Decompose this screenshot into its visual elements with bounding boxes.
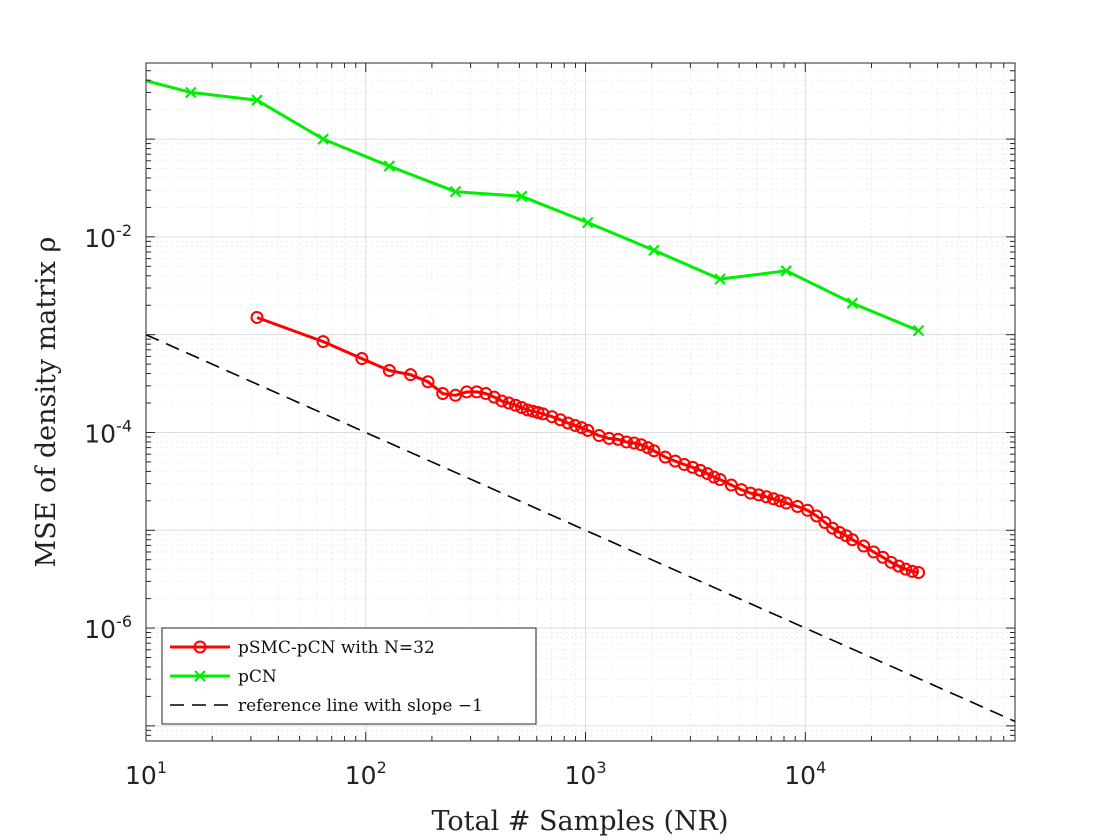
legend-label: reference line with slope −1 bbox=[238, 696, 483, 716]
legend-marker bbox=[193, 640, 207, 654]
data-point-circle bbox=[515, 401, 529, 415]
data-point-x bbox=[449, 185, 462, 198]
data-point-circle bbox=[905, 564, 919, 578]
data-point-circle bbox=[857, 539, 871, 553]
data-point-circle bbox=[759, 490, 773, 504]
data-point-circle bbox=[470, 385, 484, 399]
data-point-circle bbox=[884, 555, 898, 569]
data-point-circle bbox=[487, 390, 501, 404]
series-layer bbox=[146, 79, 1015, 723]
data-point-circle bbox=[801, 503, 815, 517]
data-point-circle bbox=[779, 496, 793, 510]
y-tick-label: 10-6 bbox=[84, 612, 132, 644]
data-point-x bbox=[582, 216, 594, 229]
data-point-x bbox=[317, 133, 329, 145]
x-tick-label: 102 bbox=[345, 758, 387, 790]
data-point-x bbox=[383, 160, 396, 172]
data-point-circle bbox=[575, 421, 589, 435]
data-point-circle bbox=[641, 441, 655, 455]
series-line bbox=[146, 333, 1015, 723]
data-point-circle bbox=[713, 473, 727, 487]
legend: pSMC-pCN with N=32 pCN reference line with… bbox=[161, 627, 537, 725]
data-point-circle bbox=[833, 525, 847, 539]
data-point-x bbox=[251, 94, 263, 106]
data-point-x bbox=[912, 324, 925, 337]
data-point-circle bbox=[436, 387, 450, 401]
data-point-circle bbox=[568, 418, 582, 432]
data-point-circle bbox=[767, 492, 781, 506]
data-point-circle bbox=[545, 410, 559, 424]
data-point-circle bbox=[495, 394, 509, 408]
plot-frame bbox=[145, 62, 1016, 742]
data-point-circle bbox=[553, 413, 567, 427]
data-point-circle bbox=[693, 463, 707, 477]
data-point-x bbox=[185, 86, 197, 99]
data-point-x bbox=[714, 273, 726, 285]
axis-ticks: 101 102 103 104 10-6 10-4 10-2 bbox=[84, 63, 1016, 790]
data-point-circle bbox=[810, 509, 824, 523]
data-point-circle bbox=[382, 364, 396, 378]
data-point-circle bbox=[627, 436, 641, 450]
data-point-x bbox=[846, 297, 859, 309]
data-point-circle bbox=[404, 368, 418, 382]
x-tick-label: 104 bbox=[784, 758, 826, 790]
data-point-circle bbox=[602, 431, 616, 445]
data-point-circle bbox=[316, 335, 330, 349]
data-point-circle bbox=[250, 310, 264, 324]
y-tick-label: 10-4 bbox=[84, 416, 132, 448]
series-group bbox=[250, 310, 926, 579]
data-point-circle bbox=[611, 432, 625, 446]
y-tick-label: 10-2 bbox=[84, 221, 132, 253]
data-point-circle bbox=[752, 488, 766, 502]
data-point-circle bbox=[686, 460, 700, 474]
data-point-circle bbox=[912, 565, 926, 579]
data-point-circle bbox=[773, 494, 787, 508]
data-point-circle bbox=[647, 444, 661, 458]
data-point-circle bbox=[355, 352, 369, 366]
series-line bbox=[256, 316, 919, 574]
data-point-circle bbox=[619, 435, 633, 449]
data-point-circle bbox=[502, 396, 516, 410]
data-point-circle bbox=[899, 562, 913, 576]
legend-marker bbox=[194, 670, 206, 682]
data-point-circle bbox=[724, 478, 738, 492]
legend-label: pSMC-pCN with N=32 bbox=[238, 638, 435, 658]
series-group bbox=[146, 79, 925, 337]
data-point-x bbox=[648, 244, 660, 257]
data-point-circle bbox=[743, 486, 757, 500]
data-point-circle bbox=[634, 438, 648, 452]
data-point-circle bbox=[421, 375, 435, 389]
x-axis-title: Total # Samples (NR) bbox=[431, 806, 728, 837]
data-point-circle bbox=[448, 388, 462, 402]
x-tick-label: 103 bbox=[565, 758, 607, 790]
data-point-x bbox=[515, 190, 528, 203]
data-point-circle bbox=[700, 467, 714, 481]
data-point-circle bbox=[845, 533, 859, 547]
data-point-circle bbox=[892, 559, 906, 573]
x-tick-label: 101 bbox=[125, 758, 167, 790]
y-axis-title: MSE of density matrix ρ bbox=[31, 237, 62, 568]
series-group bbox=[146, 333, 1015, 723]
data-point-x bbox=[780, 265, 793, 277]
legend-label: pCN bbox=[238, 667, 277, 687]
data-point-circle bbox=[677, 458, 691, 472]
data-point-circle bbox=[508, 398, 522, 412]
data-point-circle bbox=[581, 423, 595, 437]
data-point-circle bbox=[707, 470, 721, 484]
data-point-circle bbox=[561, 416, 575, 430]
